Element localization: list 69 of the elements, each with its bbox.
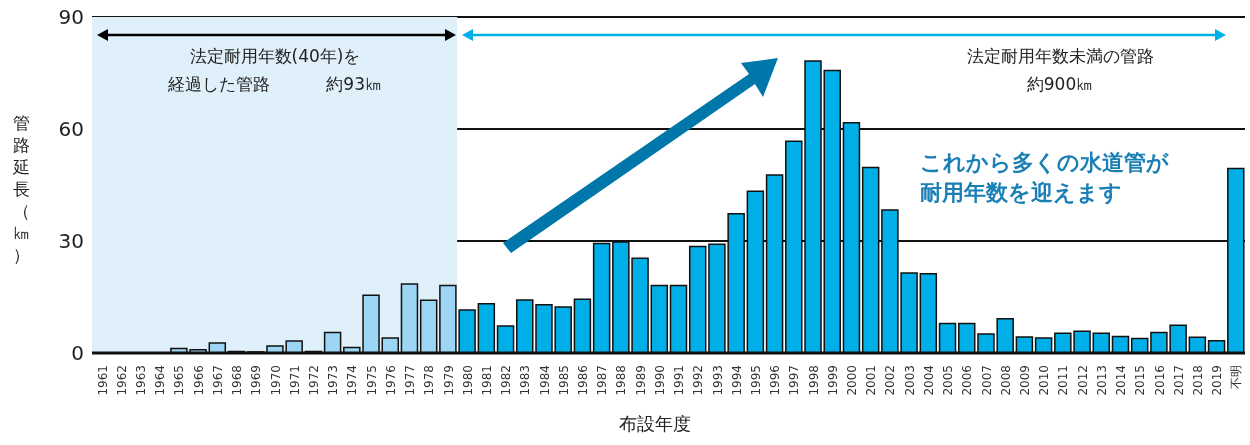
x-tick-label: 1997 (787, 365, 802, 396)
x-tick-label: 2004 (921, 365, 936, 396)
y-tick-label: 0 (71, 341, 84, 366)
x-tick-label: 2007 (979, 365, 994, 396)
x-tick-label: 1989 (633, 365, 648, 396)
x-tick-label: 2003 (902, 365, 917, 396)
y-tick-label: 90 (58, 5, 84, 30)
x-tick-label: 2010 (1037, 365, 1052, 396)
x-tick-label: 1969 (249, 365, 264, 396)
x-tick-label: 1976 (383, 365, 398, 396)
x-tick-label: 1977 (403, 365, 418, 396)
x-tick-label: 2016 (1152, 365, 1167, 396)
annotation: これから多くの水道管が耐用年数を迎えます (920, 149, 1169, 207)
y-tick-label: 60 (58, 117, 84, 142)
x-tick-label: 1988 (614, 365, 629, 396)
x-tick-label: 1998 (806, 365, 821, 396)
x-tick-label: 1981 (479, 365, 494, 396)
x-tick-label: 1992 (691, 365, 706, 396)
band-label: 法定耐用年数(40年)を経過した管路 約93㎞ (166, 45, 383, 96)
x-tick-label: 1983 (518, 365, 533, 396)
x-axis-title: 布設年度 (618, 412, 692, 436)
x-tick-label: 1964 (153, 365, 168, 396)
x-tick-label: 1991 (672, 365, 687, 396)
y-axis-title: 管路延長（㎞） (11, 112, 31, 266)
x-tick-label: 2014 (1114, 365, 1129, 396)
x-tick-label: 1967 (210, 365, 225, 396)
x-tick-label: 1962 (114, 365, 129, 396)
x-tick-label: 1979 (441, 365, 456, 396)
x-tick-label: 2013 (1094, 365, 1109, 396)
x-tick-label: 1970 (268, 365, 283, 396)
x-tick-label: 1980 (460, 365, 475, 396)
x-tick-label: 1985 (556, 365, 571, 396)
x-tick-label: 1968 (230, 365, 245, 396)
annotation: 法定耐用年数未満の管路約900㎞ (965, 45, 1155, 96)
x-tick-label: 1999 (825, 365, 840, 396)
x-tick-label: 2011 (1056, 365, 1071, 396)
x-tick-label: 1995 (748, 365, 763, 396)
x-tick-label: 1963 (134, 365, 149, 396)
x-tick-label: 1990 (652, 365, 667, 396)
x-tick-label: 1971 (287, 365, 302, 396)
x-tick-label: 不明 (1229, 365, 1244, 389)
x-tick-label: 2017 (1171, 365, 1186, 396)
x-tick-label: 2009 (1018, 365, 1033, 396)
x-tick-label: 1965 (172, 365, 187, 396)
x-tick-label: 2000 (845, 365, 860, 396)
x-tick-label: 1978 (422, 365, 437, 396)
x-tick-label: 2005 (941, 365, 956, 396)
x-tick-label: 2012 (1075, 365, 1090, 396)
x-tick-label: 2015 (1133, 365, 1148, 396)
x-tick-label: 1966 (191, 365, 206, 396)
x-tick-label: 1972 (306, 365, 321, 396)
x-tick-label: 1987 (595, 365, 610, 396)
x-tick-label: 1984 (537, 365, 552, 396)
x-tick-label: 1974 (345, 365, 360, 396)
x-tick-label: 1993 (710, 365, 725, 396)
x-tick-label: 1996 (768, 365, 783, 396)
x-tick-label: 1975 (364, 365, 379, 396)
x-tick-label: 2001 (864, 365, 879, 396)
x-tick-label: 2018 (1190, 365, 1205, 396)
x-tick-label: 1982 (499, 365, 514, 396)
x-tick-label: 1994 (729, 365, 744, 396)
x-tick-label: 2002 (883, 365, 898, 396)
x-tick-label: 2019 (1210, 365, 1225, 396)
x-tick-label: 1973 (326, 365, 341, 396)
y-tick-label: 30 (58, 229, 84, 254)
x-tick-label: 2008 (998, 365, 1013, 396)
x-tick-label: 1961 (95, 365, 110, 396)
x-tick-label: 1986 (576, 365, 591, 396)
x-tick-label: 2006 (960, 365, 975, 396)
